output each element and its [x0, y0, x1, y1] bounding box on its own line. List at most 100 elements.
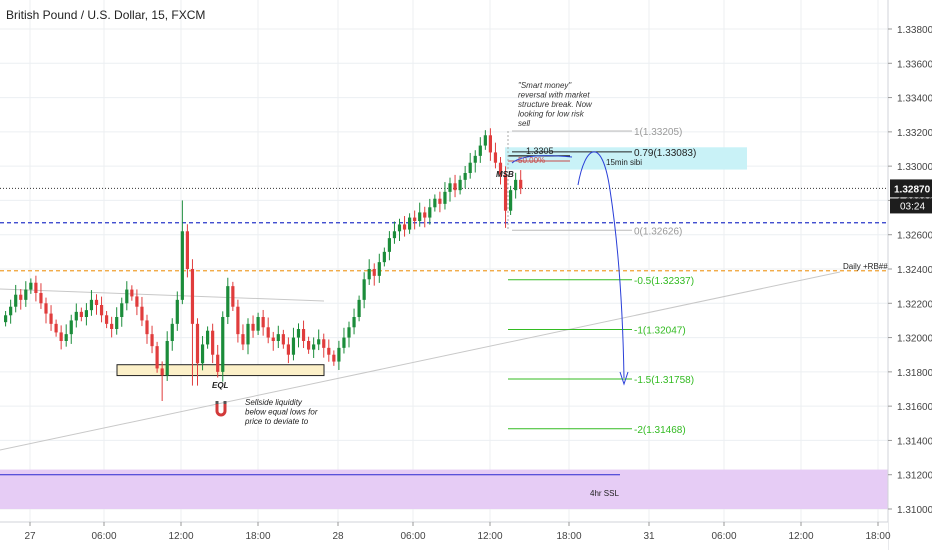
annotation-sellside: below equal lows for [245, 408, 318, 417]
candle-body [509, 190, 513, 211]
candle-body [110, 323, 114, 329]
candle-body [453, 183, 457, 191]
msb-arc [511, 155, 573, 164]
candle-body [276, 334, 280, 341]
time-tick-label: 12:00 [477, 531, 502, 542]
zone-15min-sibi [505, 147, 747, 170]
candle-body [271, 337, 275, 341]
candle-body [84, 310, 88, 317]
candle-body [312, 344, 316, 350]
price-tick-label: 1.33800 [897, 25, 932, 36]
candle-body [69, 320, 73, 335]
price-tick-label: 1.32200 [897, 299, 932, 310]
candle-body [428, 207, 432, 218]
candle-body [458, 179, 462, 191]
price-tick-label: 1.31400 [897, 436, 932, 447]
candle-body [514, 179, 518, 191]
candle-body [337, 347, 341, 362]
annotation-15min-sibi: 15min sibi [606, 158, 642, 167]
candle-body [317, 339, 321, 345]
annotation-smart-money: looking for low risk [518, 110, 585, 119]
time-tick-label: 18:00 [865, 531, 890, 542]
countdown-badge [890, 198, 932, 214]
magnet-icon [215, 401, 227, 417]
annotation-smart-money: sell [518, 119, 530, 128]
magnet-tip [223, 401, 227, 404]
candle-body [74, 311, 78, 321]
candle-body [488, 135, 492, 153]
candle-body [423, 212, 427, 218]
candle-body [387, 238, 391, 252]
annotation-eql: EQL [212, 381, 229, 390]
candle-body [211, 330, 215, 355]
price-tick-label: 1.33200 [897, 128, 932, 139]
candle-body [34, 282, 38, 293]
candle-body [190, 269, 195, 324]
candle-body [170, 323, 174, 341]
magnet-body [215, 403, 227, 417]
candle-body [251, 323, 255, 331]
price-tick-label: 1.32000 [897, 334, 932, 345]
candle-body [79, 311, 83, 317]
time-tick-label: 31 [643, 531, 655, 542]
candle-body [397, 224, 402, 232]
candle-body [99, 305, 104, 316]
price-tick-label: 1.31600 [897, 402, 932, 413]
time-tick-label: 28 [332, 531, 344, 542]
time-tick-label: 06:00 [711, 531, 736, 542]
candle-body [296, 329, 301, 338]
candle-body [49, 313, 53, 324]
annotation-daily-rb: Daily +RB## [843, 262, 888, 271]
time-tick-label: 12:00 [788, 531, 813, 542]
candle-body [9, 306, 13, 316]
candle-body [382, 251, 386, 263]
price-axis[interactable]: 1.33800 1.33600 1.33400 1.33200 1.33000 1.328… [887, 0, 932, 550]
candle-body [448, 183, 452, 192]
candle-body [195, 323, 200, 364]
candle-body [463, 173, 467, 180]
annotation-50-percent: 50.00% [518, 156, 545, 165]
price-tick-label: 1.33600 [897, 59, 932, 70]
fibonacci-levels: 1(1.33205) 0.79(1.33083) 0(1.32626) -0.5(1.… [507, 127, 696, 436]
candle-body [347, 327, 351, 338]
candle-body [94, 299, 99, 305]
candle-body [160, 368, 164, 376]
trendline-flat [0, 288, 325, 302]
candle-body [402, 224, 407, 230]
candle-body [14, 294, 18, 307]
fib-label: 0.79(1.33083) [634, 148, 696, 159]
time-axis[interactable]: 27 06:00 12:00 18:00 28 06:00 12:00 18:00 31 06:0… [0, 521, 891, 550]
time-tick-label: 06:00 [91, 531, 116, 542]
candle-body [433, 198, 437, 208]
candle-body [352, 317, 356, 328]
price-tick-label: 1.33000 [897, 162, 932, 173]
candle-body [150, 334, 154, 347]
candle-body [241, 334, 245, 345]
candle-body [221, 317, 225, 372]
time-tick-label: 18:00 [556, 531, 581, 542]
current-price-badge [890, 179, 932, 198]
candle-body [185, 231, 189, 269]
candle-body [165, 341, 169, 376]
candle-body [231, 286, 235, 307]
annotation-sellside: price to deviate to [244, 417, 309, 426]
candle-body [59, 332, 63, 341]
fib-label: 1(1.33205) [634, 127, 682, 138]
candle-body [130, 289, 134, 297]
fib-label: 0(1.32626) [634, 226, 682, 237]
candle-body [418, 212, 422, 221]
candle-body [175, 299, 179, 324]
candle-body [120, 303, 124, 317]
zone-equal-lows [116, 364, 325, 377]
candle-body [483, 135, 487, 146]
fib-label: -1.5(1.31758) [634, 375, 694, 386]
candle-body [473, 155, 477, 163]
price-tick-label: 1.31200 [897, 471, 932, 482]
time-tick-label: 27 [24, 531, 36, 542]
candle-body [413, 217, 417, 221]
candle-body [372, 269, 376, 276]
candle-body [468, 162, 472, 173]
candle-body [266, 327, 270, 338]
candle-body [19, 294, 23, 300]
